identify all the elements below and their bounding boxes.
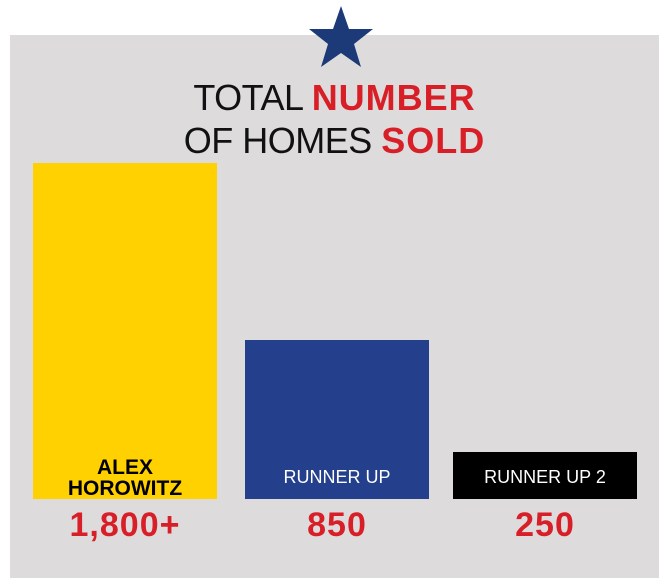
- star-icon: [309, 6, 373, 67]
- category-text: ALEX HOROWITZ: [67, 455, 183, 500]
- title-line: OF HOMES SOLD: [0, 121, 669, 161]
- title-part: SOLD: [381, 120, 486, 161]
- value-label: 1,800+: [69, 506, 181, 544]
- bar: [453, 452, 637, 499]
- bar: [33, 163, 217, 499]
- value-label: 850: [307, 506, 367, 544]
- title-part: TOTAL: [193, 77, 303, 118]
- category-label: ALEX HOROWITZ: [33, 456, 217, 499]
- category-label: RUNNER UP 2: [453, 456, 637, 499]
- title-part: OF HOMES: [183, 120, 373, 161]
- value-label: 250: [515, 506, 575, 544]
- title-part: NUMBER: [311, 77, 476, 118]
- category-text: RUNNER UP 2: [484, 467, 606, 487]
- title-line: TOTAL NUMBER: [0, 78, 669, 118]
- category-label: RUNNER UP: [245, 456, 429, 499]
- bar: [245, 340, 429, 499]
- category-text: RUNNER UP: [283, 467, 391, 487]
